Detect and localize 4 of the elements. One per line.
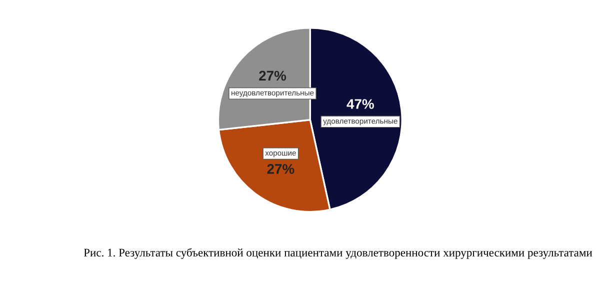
data-label: 27% — [259, 70, 286, 81]
text: Рис. 1. Результаты субъективной оценки пациентами удовлетворенности хирургическими результатами — [84, 248, 592, 259]
data-label: 47% — [346, 99, 374, 109]
data-label: 27% — [267, 164, 294, 174]
